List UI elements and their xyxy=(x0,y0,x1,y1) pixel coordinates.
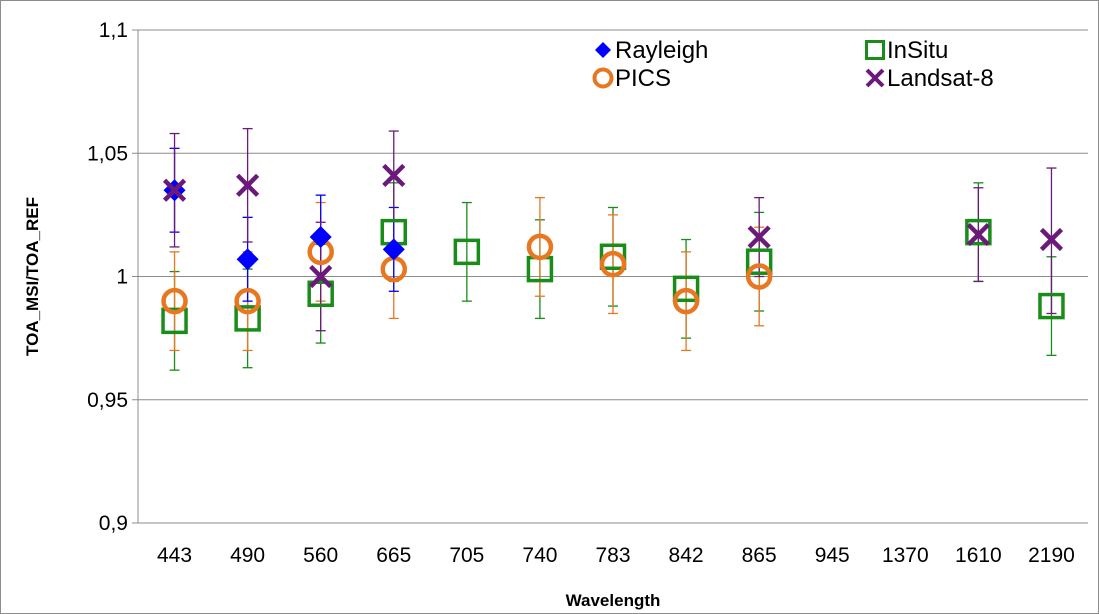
y-tick-labels: 0,9 0,95 1 1,05 1,1 xyxy=(87,19,128,535)
data-point-x xyxy=(162,178,187,202)
error-bar-circle xyxy=(169,251,180,352)
y-tick-label: 1 xyxy=(116,266,128,289)
legend-label: PICS xyxy=(615,65,671,92)
data-point-diamond xyxy=(382,238,405,261)
x-tick-label: 865 xyxy=(742,544,777,567)
data-point-square xyxy=(599,243,627,271)
x-axis-title: Wavelength xyxy=(566,591,661,610)
x-tick-label: 945 xyxy=(815,544,850,567)
legend-item: Rayleigh xyxy=(595,37,708,64)
data-point-square xyxy=(234,305,261,332)
data-point-circle xyxy=(161,287,188,315)
data-point-circle xyxy=(234,287,261,315)
x-tick-label: 560 xyxy=(303,544,338,567)
x-tick-label: 842 xyxy=(669,544,704,567)
legend-label: Rayleigh xyxy=(615,37,708,64)
x-tick-label: 783 xyxy=(595,544,630,567)
data-point-square xyxy=(1038,292,1065,320)
data-point-circle xyxy=(745,263,773,290)
legend-item: PICS xyxy=(592,65,671,92)
legend-marker xyxy=(592,67,614,89)
legend-marker xyxy=(865,40,885,60)
error-bar-circle xyxy=(608,214,618,315)
legend-marker xyxy=(595,42,611,58)
y-tick-label: 1,1 xyxy=(99,19,128,42)
data-point-circle xyxy=(599,250,627,278)
x-tick-label: 490 xyxy=(230,544,265,567)
x-tick-labels: 443 490 560 665 705 740 783 842 865 945 1370 1610 21… xyxy=(157,544,1075,567)
data-point-square xyxy=(745,248,773,275)
data-point-circle xyxy=(672,287,700,315)
data-markers xyxy=(161,163,1065,335)
y-axis-title: TOA_MSI/TOA_REF xyxy=(23,197,42,356)
legend-label: Landsat-8 xyxy=(887,65,994,92)
data-point-x xyxy=(309,264,333,289)
y-tick-label: 0,9 xyxy=(99,512,128,535)
data-point-x xyxy=(747,225,771,249)
data-point-x xyxy=(1039,227,1064,252)
data-point-diamond xyxy=(309,226,332,249)
x-tick-label: 740 xyxy=(522,544,557,567)
legend-item: Landsat-8 xyxy=(865,65,994,92)
data-point-square xyxy=(161,307,188,335)
legend-marker xyxy=(865,68,885,88)
data-point-x xyxy=(966,223,990,247)
x-tick-label: 443 xyxy=(157,544,192,567)
data-point-x xyxy=(236,173,260,197)
y-tick-label: 1,05 xyxy=(87,142,128,165)
x-tick-label: 1370 xyxy=(882,544,929,567)
data-point-square xyxy=(453,238,481,266)
error-bars xyxy=(169,127,1057,371)
x-tick-label: 705 xyxy=(449,544,484,567)
x-tick-label: 665 xyxy=(376,544,411,567)
x-tick-label: 1610 xyxy=(955,544,1002,567)
error-bar-square xyxy=(461,201,472,302)
data-point-x xyxy=(382,163,406,188)
x-tick-label: 2190 xyxy=(1028,544,1075,567)
data-point-circle xyxy=(526,233,554,261)
data-point-square xyxy=(672,275,700,303)
legend-label: InSitu xyxy=(887,37,948,64)
data-point-diamond xyxy=(236,248,259,271)
data-point-square xyxy=(965,218,992,246)
y-tick-label: 0,95 xyxy=(87,389,128,412)
data-point-square xyxy=(307,280,334,308)
legend-item: InSitu xyxy=(865,37,948,64)
